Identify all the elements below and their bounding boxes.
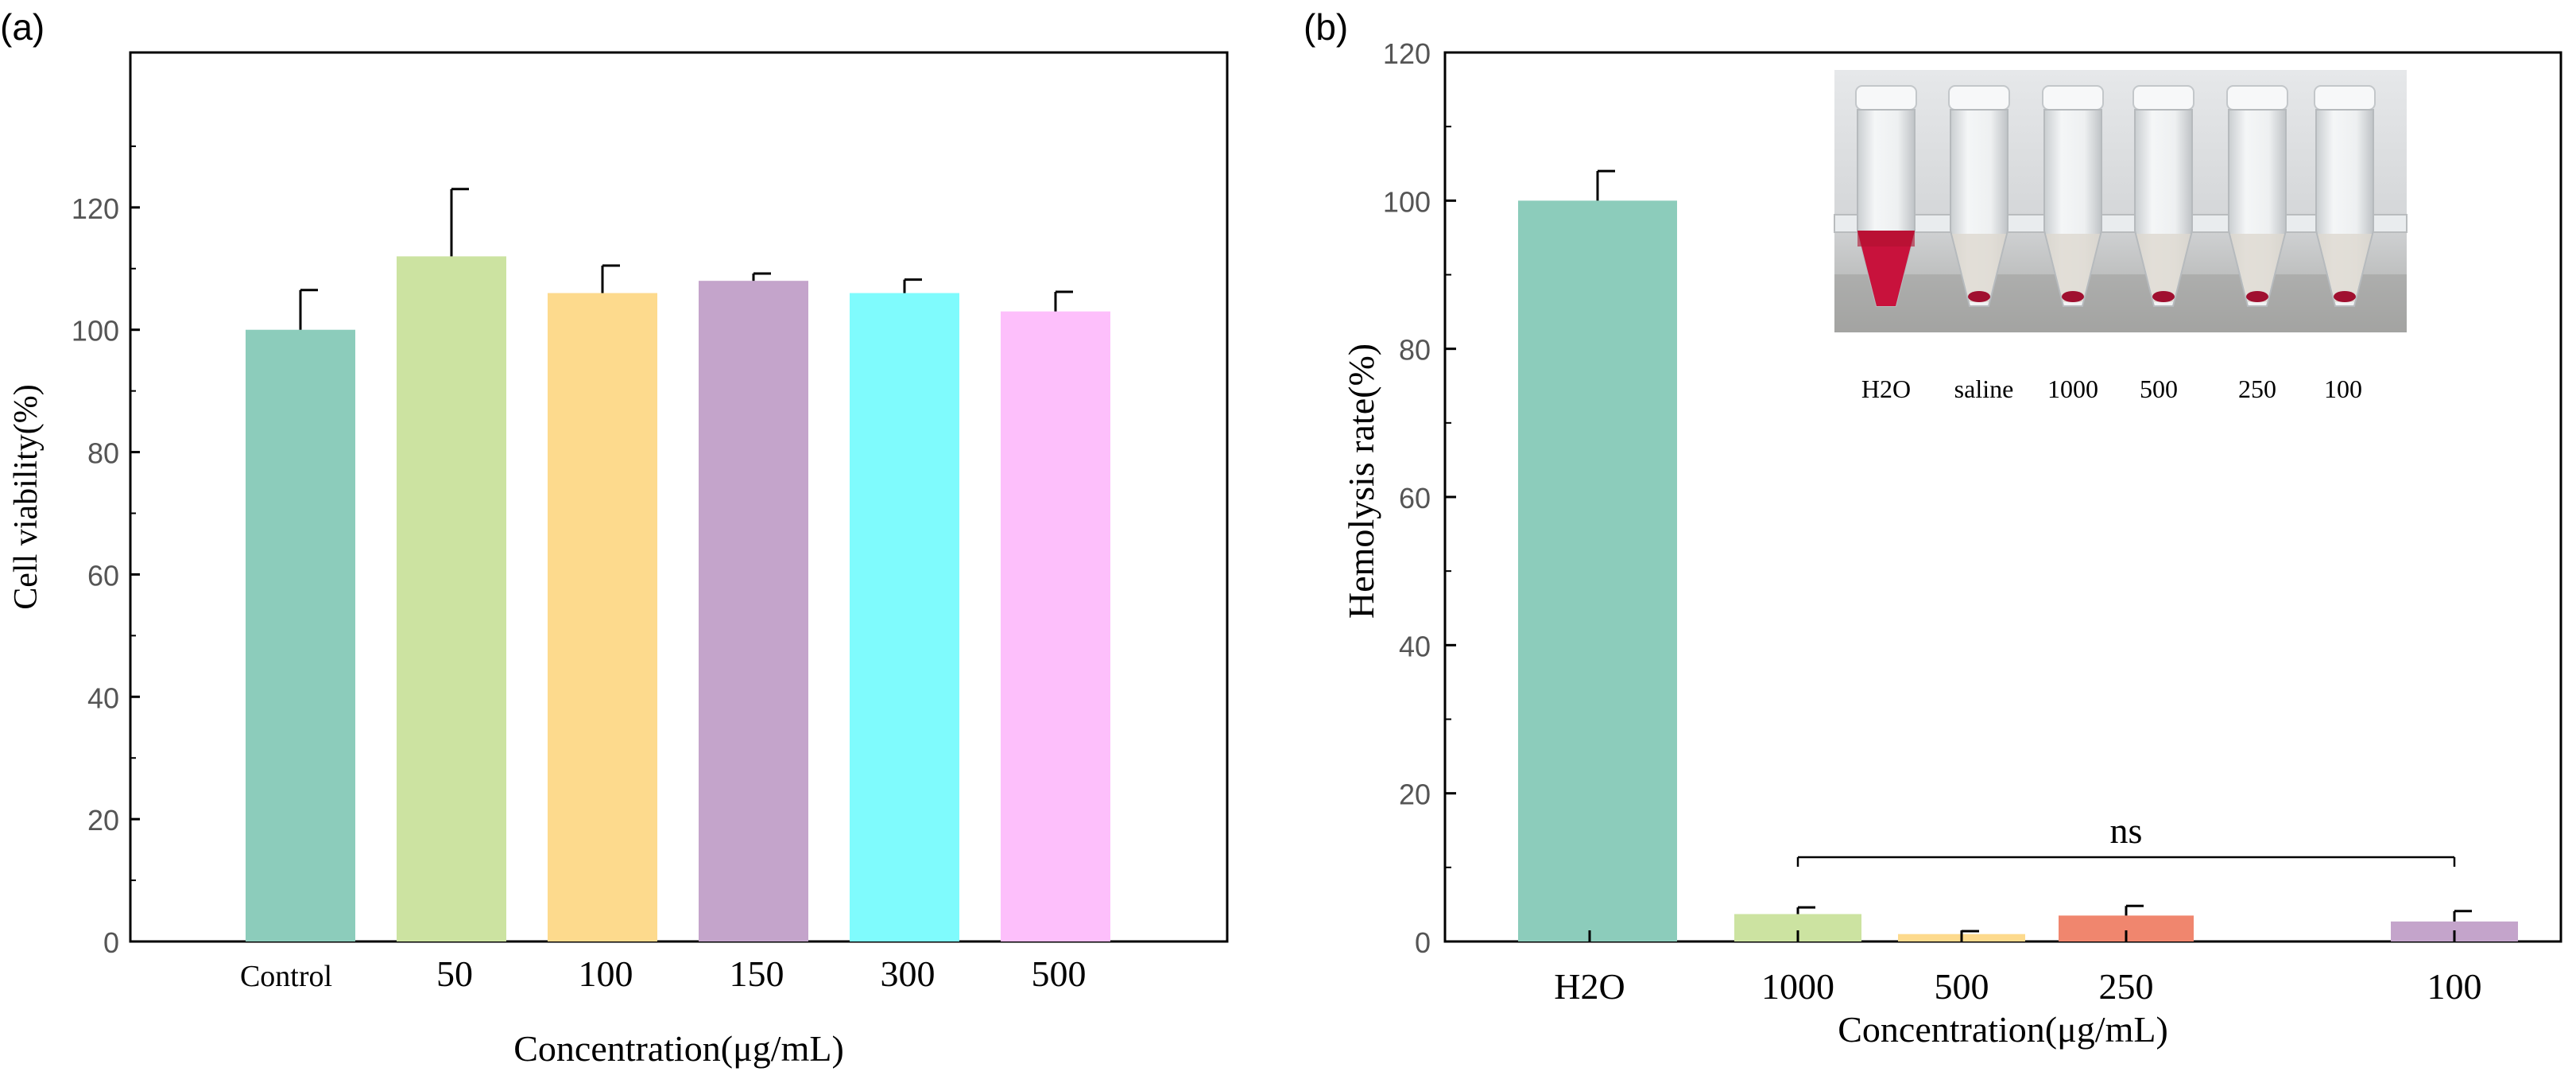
x-tick-label: 300 (881, 953, 935, 994)
x-tick-label: 500 (1032, 953, 1087, 994)
tube-label: 100 (2324, 375, 2362, 403)
x-tick-label: 1000 (1761, 966, 1834, 1007)
clear-solution (2046, 234, 2100, 302)
y-tick-label: 40 (87, 681, 119, 714)
tube-label: 250 (2238, 375, 2276, 403)
panel-b-y-axis: 0 20 40 60 80 100 120 (1383, 37, 1456, 959)
panel-a-x-axis: Control 50 100 150 300 500 (240, 953, 1087, 994)
x-tick-label: 100 (2427, 966, 2482, 1007)
rbc-pellet (2062, 291, 2084, 302)
x-tick-label: H2O (1554, 966, 1625, 1007)
y-tick-label: 40 (1399, 630, 1431, 662)
rbc-pellet (1968, 291, 1990, 302)
ns-annotation: ns (2110, 810, 2143, 851)
panel-a-label: (a) (0, 6, 45, 48)
y-tick-label: 80 (1399, 334, 1431, 367)
red-solution-top (1857, 231, 1915, 247)
y-tick-label: 100 (72, 315, 119, 347)
tube-label: saline (1954, 375, 2014, 403)
panel-a-y-axis-label: Cell viability(%) (8, 384, 45, 609)
panel-b-bars (1518, 169, 2518, 942)
y-tick-label: 60 (87, 559, 119, 592)
panel-b-y-axis-label: Hemolysis rate(%) (1341, 344, 1381, 619)
x-tick-label: Control (240, 960, 332, 993)
bar (1518, 200, 1677, 942)
bar (850, 293, 959, 941)
y-tick-label: 0 (1415, 926, 1431, 959)
clear-solution (1952, 234, 2006, 302)
tube-label: 500 (2140, 375, 2178, 403)
panel-b-x-axis-label: Concentration(μg/mL) (1838, 1009, 2168, 1050)
y-tick-label: 20 (1399, 778, 1431, 811)
clear-solution (2318, 234, 2372, 302)
tube-cap (2314, 85, 2376, 111)
y-tick-label: 80 (87, 437, 119, 470)
bar (699, 281, 808, 942)
tube-cap (2132, 85, 2194, 111)
rbc-pellet (2246, 291, 2268, 302)
panel-a-plot-frame (129, 51, 1229, 943)
bar (548, 293, 657, 941)
rbc-pellet (2152, 291, 2175, 302)
clear-solution (2136, 234, 2191, 302)
x-tick-label: 500 (1935, 966, 1989, 1007)
y-tick-label: 0 (103, 926, 119, 959)
panel-a-bars (246, 188, 1110, 942)
panel-a-x-axis-label: Concentration(μg/mL) (513, 1028, 844, 1069)
panel-a-y-axis: 0 20 40 60 80 100 120 (72, 145, 140, 959)
tube-cap (1948, 85, 2010, 111)
tubes (1855, 85, 2376, 307)
tube-cap (1855, 85, 1917, 111)
rbc-pellet (2334, 291, 2356, 302)
y-tick-label: 100 (1383, 185, 1431, 218)
panel-b-label: (b) (1303, 6, 1348, 48)
bar (1001, 311, 1110, 941)
x-tick-label: 150 (730, 953, 784, 994)
rack-shadow (1834, 274, 2407, 332)
tube-label: 1000 (2047, 375, 2098, 403)
bar (246, 329, 355, 941)
x-tick-label: 250 (2099, 966, 2154, 1007)
y-tick-label: 20 (87, 804, 119, 837)
tube-label-h2o: H2O (1861, 375, 1911, 403)
bar (397, 256, 506, 941)
panel-a: (a) 0 20 40 60 80 100 120 Control 50 100 150 300 50… (0, 6, 1229, 1069)
tube-labels: H2O saline 1000 500 250 100 (1861, 375, 2362, 403)
x-tick-label: 100 (579, 953, 633, 994)
inset-tube-photo: H2O saline 1000 500 250 100 (1834, 70, 2407, 403)
panel-b-x-axis: H2O 1000 500 250 100 (1554, 930, 2482, 1007)
y-tick-label: 60 (1399, 482, 1431, 514)
clear-solution (2230, 234, 2284, 302)
tube-cap (2226, 85, 2288, 111)
y-tick-label: 120 (1383, 37, 1431, 70)
y-tick-label: 120 (72, 192, 119, 225)
x-tick-label: 50 (436, 953, 473, 994)
tube-cap (2042, 85, 2104, 111)
red-solution (1857, 231, 1915, 306)
